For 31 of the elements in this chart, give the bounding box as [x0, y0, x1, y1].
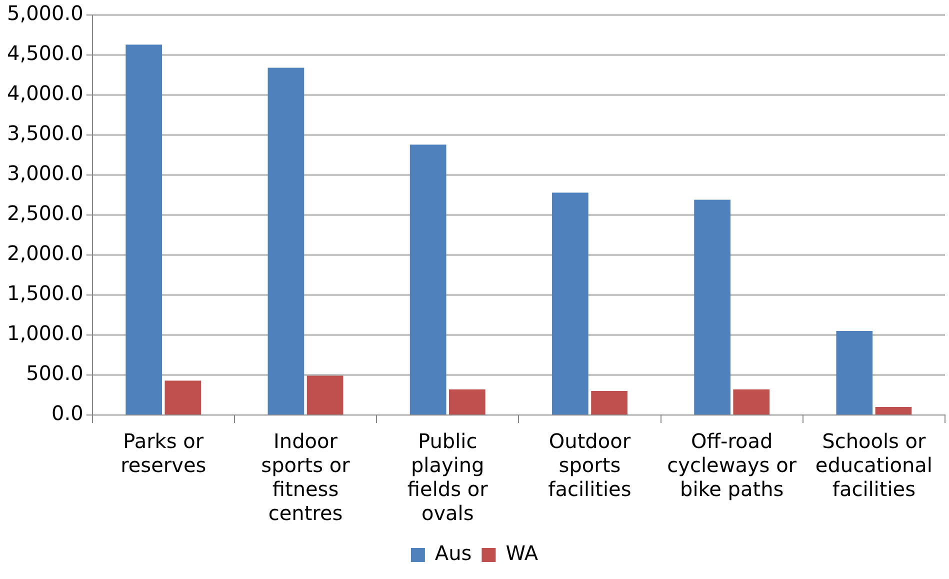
- legend-label: Aus: [434, 541, 472, 566]
- x-tick-label: Indoor sports or fitness centres: [261, 429, 351, 526]
- y-tick-label: 2,000.0: [6, 241, 84, 266]
- y-tick-label: 5,000.0: [6, 1, 84, 26]
- legend-label: WA: [506, 541, 538, 566]
- bar: [836, 331, 873, 414]
- bar: [552, 192, 588, 414]
- y-tick-label: 1,000.0: [6, 321, 84, 346]
- bar: [268, 68, 304, 414]
- bar: [733, 389, 770, 414]
- y-tick-label: 1,500.0: [6, 281, 84, 306]
- bar: [694, 200, 730, 414]
- bar: [591, 391, 628, 414]
- bar: [126, 44, 162, 414]
- x-tick-label: Schools or educational facilities: [815, 429, 932, 502]
- x-tick-label: Outdoor sports facilities: [548, 429, 632, 502]
- y-tick-label: 0.0: [52, 401, 84, 426]
- y-tick-label: 4,000.0: [6, 81, 84, 106]
- bar: [164, 380, 202, 414]
- bar: [875, 407, 912, 414]
- x-tick-label: Parks or reserves: [120, 429, 206, 478]
- bar: [410, 144, 446, 414]
- bar: [306, 376, 344, 414]
- bar: [448, 389, 486, 414]
- x-tick-label: Off-road cycleways or bike paths: [667, 429, 798, 502]
- y-tick-label: 500.0: [26, 361, 84, 386]
- x-tick-label: Public playing fields or ovals: [407, 429, 489, 526]
- y-tick-label: 3,500.0: [6, 121, 84, 146]
- y-tick-label: 2,500.0: [6, 201, 84, 226]
- y-tick-label: 3,000.0: [6, 161, 84, 186]
- y-tick-label: 4,500.0: [6, 41, 84, 66]
